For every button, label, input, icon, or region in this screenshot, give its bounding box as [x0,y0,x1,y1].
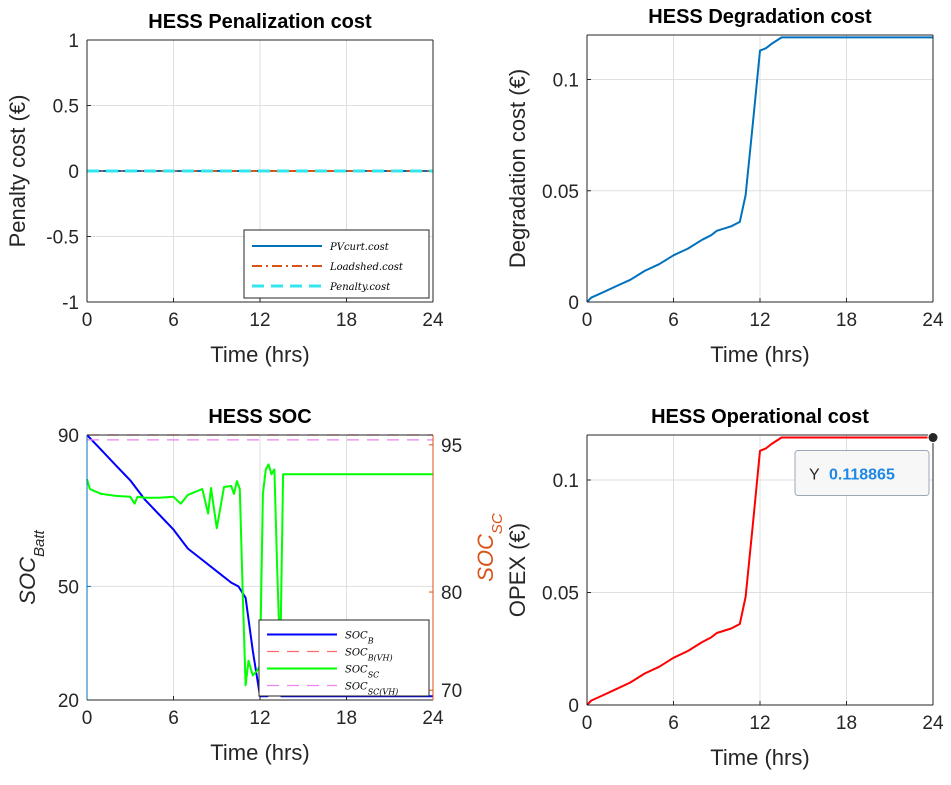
chart-title: HESS Penalization cost [148,11,372,33]
datatip-value: 0.118865 [829,467,895,484]
chart-title: HESS Operational cost [651,406,869,428]
x-tick-label: 24 [422,310,444,331]
x-tick-label: 6 [168,310,179,331]
y-tick-label: -0.5 [46,228,79,249]
y-tick-label: 50 [58,577,79,598]
x-tick-label: 6 [668,310,679,331]
chart-3: 0 6 12 18 24 90 50 20 95 80 70 HESS SOC Time (hrs) SO… [15,406,506,765]
x-tick-label: 12 [249,310,270,331]
datatip-label: Y [809,467,820,484]
y-axis-label: Degradation cost (€) [505,69,530,268]
y-tick-label: 0.05 [542,584,579,605]
datatip: Y 0.118865 [794,450,930,497]
y-tick-label: 1 [68,31,79,52]
y-tick-label: 0 [568,293,579,314]
x-tick-label: 24 [922,713,944,734]
chart-title: HESS SOC [208,406,311,428]
series-line [586,36,933,303]
y-tick-label: 0.5 [53,97,79,118]
x-tick-label: 18 [836,310,857,331]
x-tick-label: 0 [582,713,593,734]
chart-title: HESS Degradation cost [648,6,872,28]
x-axis-label: Time (hrs) [710,745,809,770]
x-axis-label: Time (hrs) [210,740,309,765]
y-right-tick-label: 80 [441,583,462,604]
y-tick-label: 0 [568,696,579,717]
datatip-box [794,450,930,497]
legend-label: Penalty.cost [329,282,391,293]
x-axis-label: Time (hrs) [210,342,309,367]
legend-label: SOCSC(VH) [345,682,398,697]
x-tick-label: 18 [336,310,357,331]
y-tick-label: -1 [62,293,79,314]
legend-label: SOCB(VH) [345,648,393,663]
x-tick-label: 6 [168,708,179,729]
x-tick-label: 12 [749,310,770,331]
x-tick-label: 24 [922,310,944,331]
y-tick-label: 0.1 [553,71,579,92]
y-tick-label: 0 [68,162,79,183]
x-tick-label: 12 [749,713,770,734]
x-tick-label: 12 [249,708,270,729]
legend-label: Loadshed.cost [329,262,404,273]
series-line [86,463,433,687]
legend: PVcurt.cost Loadshed.cost Penalty.cost [243,229,430,299]
y-right-tick-label: 95 [441,436,462,457]
y-axis-label-left: SOCBatt [15,529,48,604]
y-tick-label: 20 [58,691,79,712]
series-line [586,436,933,706]
x-tick-label: 18 [336,708,357,729]
y-axis-label: Penalty cost (€) [5,95,30,248]
y-axis-label-right: SOCSC [473,513,506,582]
legend-label: SOCB [345,631,374,646]
x-tick-label: 0 [82,310,93,331]
x-tick-label: 0 [82,708,93,729]
x-axis-label: Time (hrs) [710,342,809,367]
x-tick-label: 6 [668,713,679,734]
chart-2: 0 6 12 18 24 0.1 0.05 0 HESS Degradation cost Tim… [505,6,944,367]
datatip-marker [927,432,939,444]
x-tick-label: 24 [422,708,444,729]
legend: SOCB SOCB(VH) SOCSC SOCSC(VH) [258,619,430,697]
legend-label: PVcurt.cost [329,242,390,253]
y-tick-label: 0.05 [542,182,579,203]
chart-1: 0 6 12 18 24 1 0.5 0 -0.5 -1 HESS Penalization cos… [5,11,444,367]
y-tick-label: 0.1 [553,471,579,492]
y-tick-label: 90 [58,426,79,447]
x-tick-label: 18 [836,713,857,734]
legend-box [258,619,430,697]
chart-4: 0 6 12 18 24 0.1 0.05 0 HESS Operational cost Tim… [505,406,944,770]
y-right-tick-label: 70 [441,681,462,702]
x-tick-label: 0 [582,310,593,331]
legend-label: SOCSC [345,665,379,680]
y-axis-label: OPEX (€) [505,523,530,617]
